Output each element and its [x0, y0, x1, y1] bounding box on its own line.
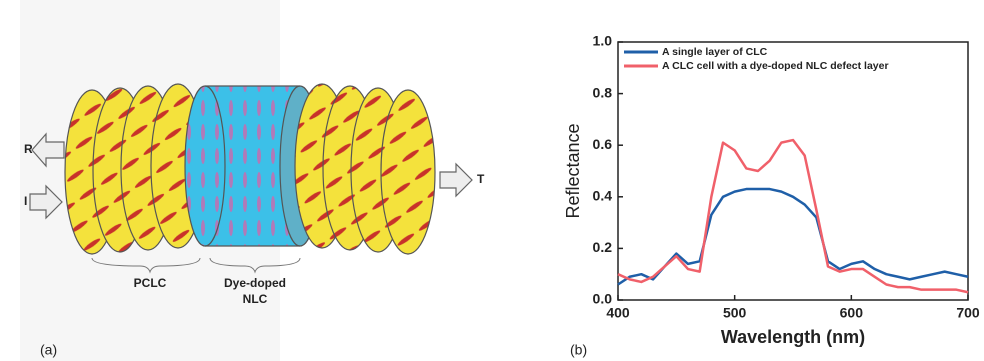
arrows — [29, 132, 473, 220]
y-tick-label: 0.6 — [593, 136, 613, 152]
arrow-i — [29, 184, 63, 220]
arrow-r — [31, 132, 65, 168]
brace-nlc — [209, 257, 301, 274]
right-stack — [294, 83, 436, 255]
y-axis-title: Reflectance — [563, 123, 583, 218]
x-tick-label: 600 — [840, 305, 864, 321]
panel-label: (b) — [570, 342, 587, 358]
y-tick-label: 1.0 — [593, 33, 613, 49]
panel-label: (a) — [40, 342, 57, 358]
legend-label: A CLC cell with a dye-doped NLC defect l… — [662, 60, 889, 72]
y-tick-label: 0.0 — [593, 291, 613, 307]
arrow-t — [439, 162, 473, 198]
x-tick-label: 400 — [606, 305, 630, 321]
label-pclc: PCLC — [134, 276, 167, 290]
label-t: T — [477, 172, 485, 186]
x-tick-label: 700 — [956, 305, 980, 321]
plot-frame — [617, 41, 969, 301]
left-stack — [64, 83, 206, 255]
series-line — [617, 138, 969, 294]
brace-pclc — [91, 257, 201, 274]
series-line — [617, 187, 969, 286]
label-nlc-1: Dye-doped — [224, 276, 286, 290]
y-tick-label: 0.4 — [593, 188, 613, 204]
diagram: R I T PCLC Dye-doped NLC — [20, 0, 485, 361]
chart: 0.0 0.2 0.4 0.6 0.8 1.0 400 500 600 700 Wavelength… — [563, 33, 980, 347]
y-tick-label: 0.2 — [593, 239, 613, 255]
x-axis-title: Wavelength (nm) — [721, 327, 865, 347]
label-r: R — [24, 142, 33, 156]
x-tick-label: 500 — [723, 305, 747, 321]
y-tick-label: 0.8 — [593, 84, 613, 100]
legend-label: A single layer of CLC — [662, 46, 768, 58]
label-nlc-2: NLC — [243, 292, 268, 306]
label-i: I — [24, 194, 27, 208]
